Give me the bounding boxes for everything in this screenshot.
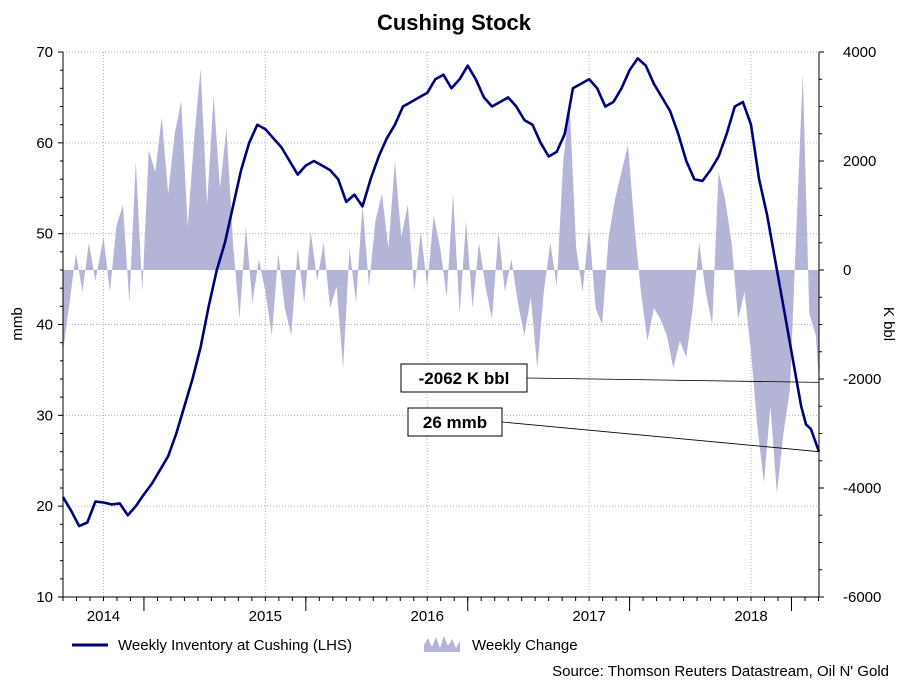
year-label: 2018 bbox=[734, 608, 767, 625]
inventory-callout-leader bbox=[501, 421, 820, 453]
inventory-line-layer bbox=[61, 57, 821, 528]
year-label: 2017 bbox=[572, 608, 605, 625]
left-tick-label: 20 bbox=[36, 498, 53, 515]
right-axis-ticks: -6000 -4000 -2000 0 2000 4000 bbox=[819, 44, 881, 606]
change-callout-box bbox=[400, 363, 528, 393]
left-tick-label: 40 bbox=[36, 317, 53, 334]
left-tick-label: 50 bbox=[36, 226, 53, 243]
legend-label-inventory: Weekly Inventory at Cushing (LHS) bbox=[118, 637, 352, 654]
right-tick-label: -2000 bbox=[843, 371, 881, 388]
inventory-callout-box bbox=[407, 407, 503, 437]
inventory-callout-label: 26 mmb bbox=[423, 413, 487, 432]
change-callout-label: -2062 K bbl bbox=[419, 369, 510, 388]
right-tick-label: 0 bbox=[843, 262, 851, 279]
callout-annotations: -2062 K bbl 26 mmb bbox=[400, 363, 820, 453]
right-tick-label: 2000 bbox=[843, 153, 876, 170]
x-axis-year-ticks: 2014 2015 2016 2017 2018 bbox=[62, 597, 819, 625]
left-axis-label: mmb bbox=[9, 307, 26, 340]
year-label: 2016 bbox=[411, 608, 444, 625]
left-tick-label: 60 bbox=[36, 135, 53, 152]
legend-label-weekly-change: Weekly Change bbox=[472, 637, 578, 654]
left-tick-label: 30 bbox=[36, 407, 53, 424]
change-callout-leader bbox=[526, 377, 820, 383]
source-note: Source: Thomson Reuters Datastream, Oil … bbox=[552, 663, 889, 680]
left-tick-label: 10 bbox=[36, 589, 53, 606]
left-tick-label: 70 bbox=[36, 44, 53, 61]
weekly-change-area-layer bbox=[63, 68, 819, 494]
legend-area-swatch bbox=[424, 636, 460, 652]
right-tick-label: -6000 bbox=[843, 589, 881, 606]
weekly-change-area bbox=[63, 68, 819, 494]
chart-legend: Weekly Inventory at Cushing (LHS) Weekly… bbox=[72, 636, 578, 654]
inventory-line bbox=[61, 57, 821, 528]
year-label: 2014 bbox=[87, 608, 120, 625]
right-tick-label: -4000 bbox=[843, 480, 881, 497]
left-axis-ticks: 10 20 30 40 50 60 70 bbox=[36, 44, 63, 606]
right-axis-label: K bbl bbox=[880, 307, 897, 341]
year-label: 2015 bbox=[249, 608, 282, 625]
right-tick-label: 4000 bbox=[843, 44, 876, 61]
chart-title: Cushing Stock bbox=[377, 10, 532, 35]
